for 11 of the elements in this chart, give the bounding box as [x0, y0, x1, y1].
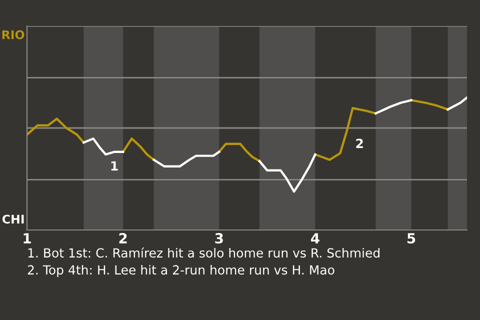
x-tick-label: 3 [215, 233, 223, 244]
text: CHI [2, 214, 24, 224]
x-tick-label: 2 [119, 233, 127, 244]
x-tick-label: 4 [311, 233, 320, 244]
x-tick-label: 5 [408, 233, 416, 244]
annotation: 1 [111, 161, 118, 170]
text: 1. Bot 1st: C. Ramírez hit a solo home run vs R. Schmied [28, 247, 380, 258]
text: 2. Top 4th: H. Lee hit a 2-run home run vs H. Mao [28, 264, 334, 278]
text: RIO [2, 30, 24, 40]
x-tick-label: 1 [24, 233, 31, 244]
annotation: 2 [356, 138, 363, 148]
